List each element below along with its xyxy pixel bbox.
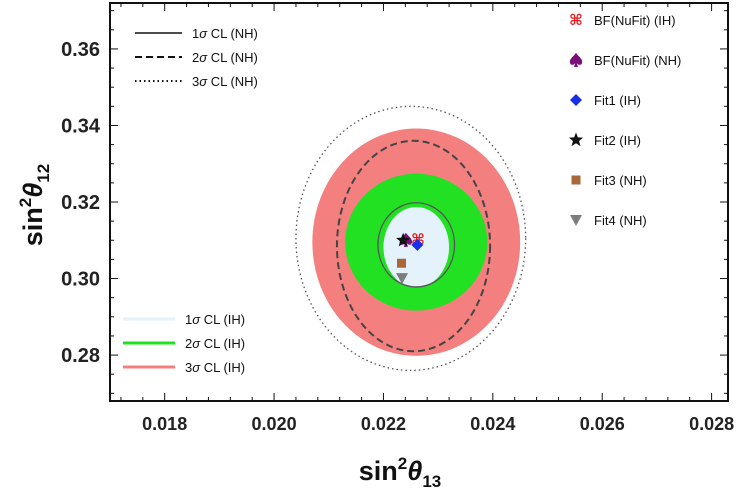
x-tick-label: 0.018 — [142, 414, 187, 434]
y-tick-label: 0.36 — [61, 39, 100, 61]
contour-nh-2sigma — [335, 139, 492, 353]
y-tick-label: 0.34 — [61, 115, 101, 137]
point-5 — [396, 273, 409, 285]
x-tick-labels: 0.018 0.020 0.022 0.024 0.026 0.028 — [142, 414, 734, 434]
legend-label: 2σ CL (NH) — [192, 50, 258, 65]
y-tick-label: 0.30 — [61, 269, 100, 291]
legend-marker-5 — [570, 215, 582, 226]
svg-text:⌘: ⌘ — [569, 11, 583, 29]
legend-label: 2σ CL (IH) — [185, 336, 245, 351]
legend-label: 1σ CL (NH) — [192, 26, 258, 41]
point-2 — [411, 238, 424, 251]
legend-point-label: Fit1 (IH) — [594, 93, 641, 108]
legend-label: 1σ CL (IH) — [185, 312, 245, 327]
y-tick-labels: 0.28 0.30 0.32 0.34 0.36 — [61, 39, 101, 367]
x-tick-label: 0.020 — [252, 414, 297, 434]
legend-point-label: Fit3 (NH) — [594, 173, 647, 188]
y-tick-label: 0.28 — [61, 345, 100, 367]
x-axis-title: sin2θ13 — [359, 454, 441, 491]
legend-point-label: BF(NuFit) (NH) — [594, 53, 681, 68]
legend-label: 3σ CL (NH) — [192, 74, 258, 89]
x-tick-label: 0.024 — [470, 414, 515, 434]
contour-nh-3sigma — [295, 105, 527, 372]
nh-contours — [295, 105, 527, 372]
x-tick-label: 0.022 — [361, 414, 406, 434]
point-3 — [396, 232, 411, 247]
axis-ticks — [110, 3, 728, 401]
x-tick-label: 0.028 — [689, 414, 734, 434]
legend-marker-4 — [571, 175, 581, 185]
legend-marker-2 — [570, 94, 582, 106]
legend-marker-0: ⌘ — [569, 11, 583, 29]
contour-nh-1sigma — [377, 202, 456, 288]
legend-point-label: BF(NuFit) (IH) — [594, 13, 676, 28]
legend-point-label: Fit4 (NH) — [594, 213, 647, 228]
legend-point-label: Fit2 (IH) — [594, 133, 641, 148]
legend-label: 3σ CL (IH) — [185, 360, 245, 375]
y-tick-label: 0.32 — [61, 192, 100, 214]
legend-marker-1 — [569, 53, 583, 67]
legend-ih: 1σ CL (IH) 2σ CL (IH) 3σ CL (IH) — [123, 312, 245, 375]
legend-marker-3 — [568, 132, 584, 147]
legend-points: ⌘ BF(NuFit) (IH) BF(NuFit) (NH) Fit1 (IH) Fi… — [568, 11, 681, 228]
fit-markers: ⌘ — [396, 231, 425, 285]
y-axis-title: sin2θ12 — [16, 164, 53, 246]
point-4 — [396, 258, 406, 268]
x-tick-label: 0.026 — [580, 414, 625, 434]
legend-nh: 1σ CL (NH) 2σ CL (NH) 3σ CL (NH) — [135, 26, 258, 89]
